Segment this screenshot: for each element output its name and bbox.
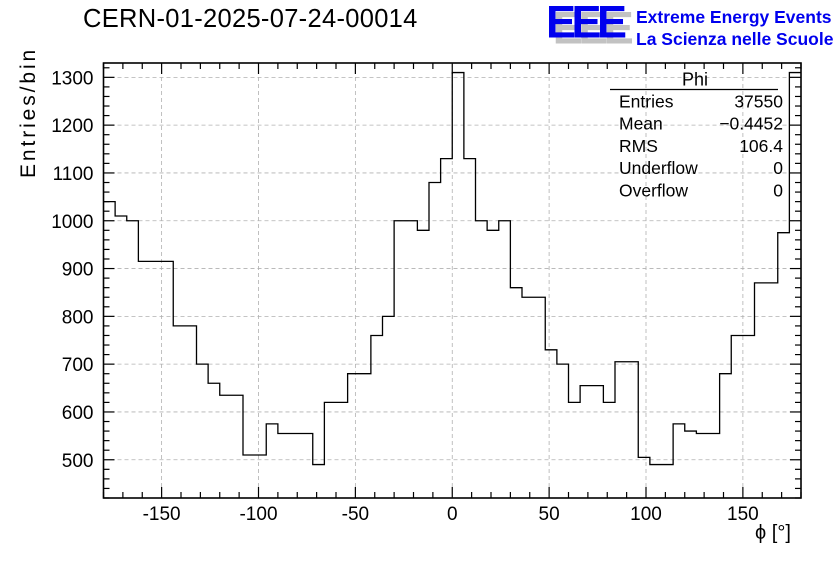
svg-text:Phi: Phi [682, 70, 708, 90]
svg-text:Entries: Entries [619, 92, 674, 112]
svg-text:37550: 37550 [734, 92, 783, 112]
svg-text:Underflow: Underflow [619, 158, 698, 178]
svg-text:-150: -150 [143, 504, 181, 525]
svg-text:RMS: RMS [619, 136, 658, 156]
svg-text:800: 800 [62, 307, 94, 328]
svg-text:1000: 1000 [51, 212, 93, 233]
svg-text:1300: 1300 [51, 68, 93, 89]
svg-text:0: 0 [447, 504, 458, 525]
svg-text:0: 0 [773, 180, 783, 200]
svg-text:106.4: 106.4 [739, 136, 783, 156]
svg-text:−0.4452: −0.4452 [719, 114, 783, 134]
svg-text:1200: 1200 [51, 116, 93, 137]
svg-text:100: 100 [630, 504, 662, 525]
svg-text:900: 900 [62, 260, 94, 281]
svg-text:-100: -100 [239, 504, 277, 525]
svg-text:700: 700 [62, 355, 94, 376]
svg-text:0: 0 [773, 158, 783, 178]
svg-text:1100: 1100 [53, 164, 94, 185]
svg-text:50: 50 [539, 504, 560, 525]
svg-text:Mean: Mean [619, 114, 663, 134]
svg-text:150: 150 [727, 504, 759, 525]
svg-text:600: 600 [62, 403, 94, 424]
svg-text:-50: -50 [342, 504, 369, 525]
svg-text:Overflow: Overflow [619, 180, 688, 200]
svg-text:500: 500 [62, 451, 94, 472]
